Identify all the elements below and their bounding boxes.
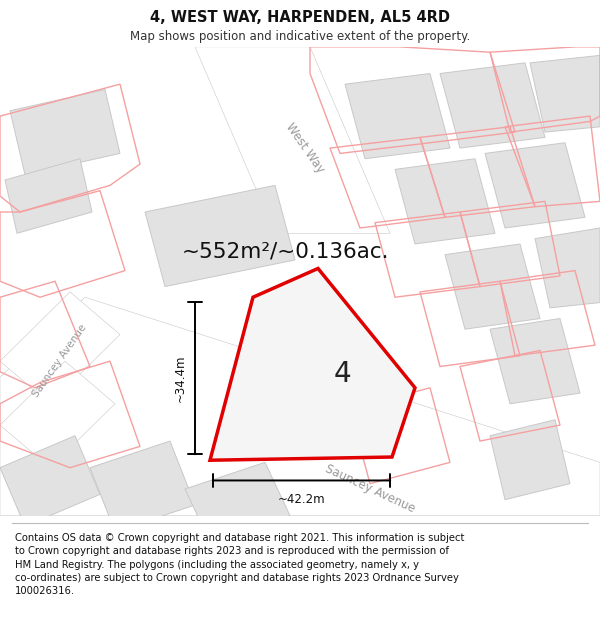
Polygon shape xyxy=(5,159,92,233)
Polygon shape xyxy=(90,441,195,532)
Polygon shape xyxy=(490,420,570,499)
Polygon shape xyxy=(10,89,120,175)
Polygon shape xyxy=(530,56,600,132)
Polygon shape xyxy=(0,361,115,468)
Text: Sauncey Avenue: Sauncey Avenue xyxy=(31,323,89,399)
Polygon shape xyxy=(535,228,600,308)
Text: ~552m²/~0.136ac.: ~552m²/~0.136ac. xyxy=(181,241,389,261)
Polygon shape xyxy=(490,319,580,404)
Polygon shape xyxy=(345,74,450,159)
Text: 4: 4 xyxy=(334,360,352,388)
Text: Sauncey Avenue: Sauncey Avenue xyxy=(323,462,417,516)
Text: ~34.4m: ~34.4m xyxy=(174,354,187,402)
Polygon shape xyxy=(0,436,100,526)
Polygon shape xyxy=(440,63,545,148)
Text: Map shows position and indicative extent of the property.: Map shows position and indicative extent… xyxy=(130,30,470,43)
Text: 4, WEST WAY, HARPENDEN, AL5 4RD: 4, WEST WAY, HARPENDEN, AL5 4RD xyxy=(150,10,450,25)
Polygon shape xyxy=(145,186,295,287)
Polygon shape xyxy=(185,462,290,542)
Polygon shape xyxy=(445,244,540,329)
Polygon shape xyxy=(210,269,415,460)
Text: Contains OS data © Crown copyright and database right 2021. This information is : Contains OS data © Crown copyright and d… xyxy=(15,533,464,596)
Polygon shape xyxy=(195,47,390,233)
Polygon shape xyxy=(485,142,585,228)
Text: West Way: West Way xyxy=(283,121,327,176)
Polygon shape xyxy=(395,159,495,244)
Text: ~42.2m: ~42.2m xyxy=(278,493,325,506)
Polygon shape xyxy=(0,298,600,516)
Polygon shape xyxy=(0,292,120,404)
